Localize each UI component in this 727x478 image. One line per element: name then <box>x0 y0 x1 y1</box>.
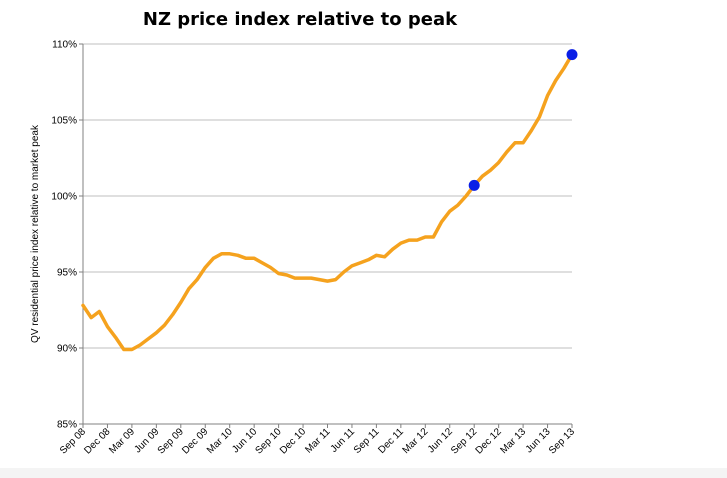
x-tick-label: Sep 09 <box>156 426 186 456</box>
y-tick-label: 110% <box>52 40 77 51</box>
chart-title: NZ price index relative to peak <box>142 9 458 30</box>
x-tick-label: Dec 12 <box>474 426 504 456</box>
y-tick-label: 90% <box>57 344 77 355</box>
grid-layer <box>83 43 572 349</box>
x-tick-label: Mar 13 <box>498 426 528 456</box>
x-tick-label: Sep 11 <box>352 426 382 456</box>
highlight-point <box>468 179 480 191</box>
x-tick-label: Dec 11 <box>376 426 406 456</box>
x-tick-label: Dec 10 <box>278 426 308 456</box>
x-tick-label: Mar 11 <box>303 426 333 456</box>
x-tick-label: Dec 09 <box>180 426 210 456</box>
x-tick-label: Dec 08 <box>82 426 112 456</box>
y-tick-label: 105% <box>51 116 77 127</box>
x-tick-label: Sep 10 <box>254 426 284 456</box>
x-tick-label: Mar 10 <box>205 426 235 456</box>
y-tick-label: 100% <box>51 192 77 203</box>
series-line <box>81 52 574 352</box>
y-axis-title: QV residential price index relative to m… <box>30 124 41 343</box>
footer-strip <box>0 468 727 478</box>
axis-layer <box>79 43 573 428</box>
x-tick-label: Sep 12 <box>449 426 479 456</box>
highlight-point <box>566 49 578 61</box>
series-layer <box>81 52 574 352</box>
x-tick-label: Sep 13 <box>547 426 577 456</box>
highlight-points-layer <box>468 49 578 191</box>
x-tick-label: Mar 09 <box>107 426 137 456</box>
x-tick-label: Sep 08 <box>58 426 88 456</box>
y-tick-label: 85% <box>57 420 77 431</box>
y-tick-label: 95% <box>57 268 77 279</box>
x-tick-label: Mar 12 <box>401 426 431 456</box>
